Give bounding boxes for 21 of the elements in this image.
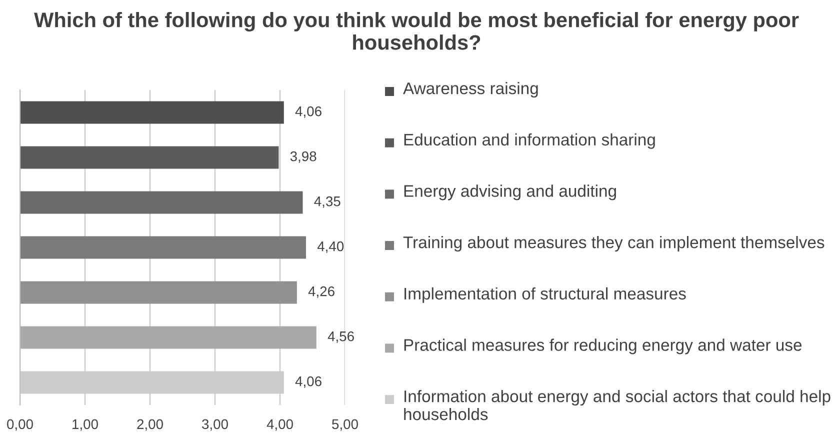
x-tick-label: 2,00 (137, 419, 163, 431)
data-label: 4,40 (317, 241, 344, 253)
legend-label: Implementation of structural measures (404, 287, 686, 303)
x-tick-label: 3,00 (202, 419, 228, 431)
data-label: 4,35 (314, 196, 340, 208)
data-label: 4,06 (295, 106, 322, 118)
legend-label: Training about measures they can implement themselves (403, 236, 824, 252)
legend-label: Information about energy and social actors that could help households (404, 390, 830, 420)
x-tick-label: 4,00 (266, 419, 293, 431)
legend-label: Energy advising and auditing (404, 184, 616, 200)
x-tick-label: 1,00 (72, 419, 98, 431)
legend-label: Education and information sharing (404, 133, 655, 149)
data-label: 4,26 (308, 286, 334, 298)
data-label: 4,56 (328, 331, 354, 343)
text: Which of the following do you think would be most beneficial for energy poor households? (34, 12, 799, 50)
data-label: 3,98 (290, 151, 316, 163)
x-tick-label: 0,00 (7, 419, 33, 431)
data-label: 4,06 (295, 376, 322, 388)
x-tick-label: 5,00 (332, 419, 358, 431)
legend-label: Awareness raising (403, 82, 538, 98)
legend-label: Practical measures for reducing energy and water use (404, 338, 802, 354)
